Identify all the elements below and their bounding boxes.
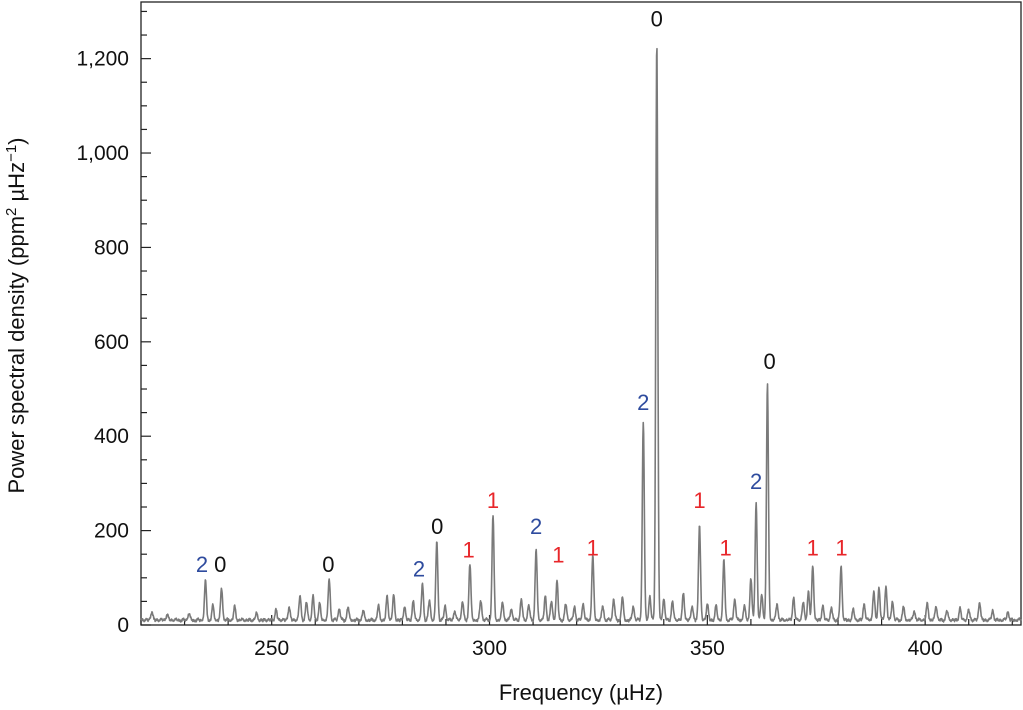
x-tick-label: 300 [472,637,507,660]
y-tick-label: 200 [94,520,129,543]
x-tick-label: 400 [908,637,943,660]
y-axis-title-sup1: 2 [3,208,20,216]
y-axis-title-main: Power spectral density (ppm [4,216,29,494]
peak-degree-label-1: 1 [487,488,499,513]
minor-ticks [140,10,1013,625]
peak-degree-label-0: 0 [651,7,663,32]
peak-degree-label-0: 0 [431,514,443,539]
peak-degree-label-0: 0 [764,349,776,374]
peak-degree-label-0: 0 [214,552,226,577]
y-axis-title: Power spectral density (ppm2 µHz−1) [3,137,29,493]
peak-degree-label-1: 1 [587,535,599,560]
y-axis-title-end: ) [4,137,29,144]
peak-degree-label-2: 2 [750,469,762,494]
y-tick-label: 800 [94,236,129,259]
peak-degree-label-1: 1 [552,542,564,567]
peak-degree-label-2: 2 [530,514,542,539]
peak-degree-label-2: 2 [196,552,208,577]
y-axis-title-mid: µHz [4,162,29,208]
peak-degree-label-2: 2 [637,390,649,415]
y-tick-label: 0 [117,614,129,637]
y-tick-label: 1,000 [76,142,129,165]
y-tick-label: 600 [94,331,129,354]
peak-degree-label-1: 1 [807,535,819,560]
y-axis-title-sup2: −1 [3,145,20,162]
x-tick-label: 250 [254,637,289,660]
peak-degree-label-1: 1 [835,535,847,560]
peak-degree-label-0: 0 [322,552,334,577]
x-tick-label: 350 [690,637,725,660]
y-tick-label: 400 [94,425,129,448]
y-tick-label: 1,200 [76,48,129,71]
spectrum-line [140,47,1022,623]
plot-frame [140,1,1022,626]
x-tick-labels: 250 300 350 400 [254,637,943,660]
x-axis-title: Frequency (µHz) [499,680,663,705]
peak-degree-label-1: 1 [720,535,732,560]
peak-degree-label-1: 1 [693,488,705,513]
peak-degree-label-1: 1 [462,538,474,563]
peak-degree-label-2: 2 [413,557,425,582]
y-tick-labels: 0 200 400 600 800 1,000 1,200 [76,48,129,637]
